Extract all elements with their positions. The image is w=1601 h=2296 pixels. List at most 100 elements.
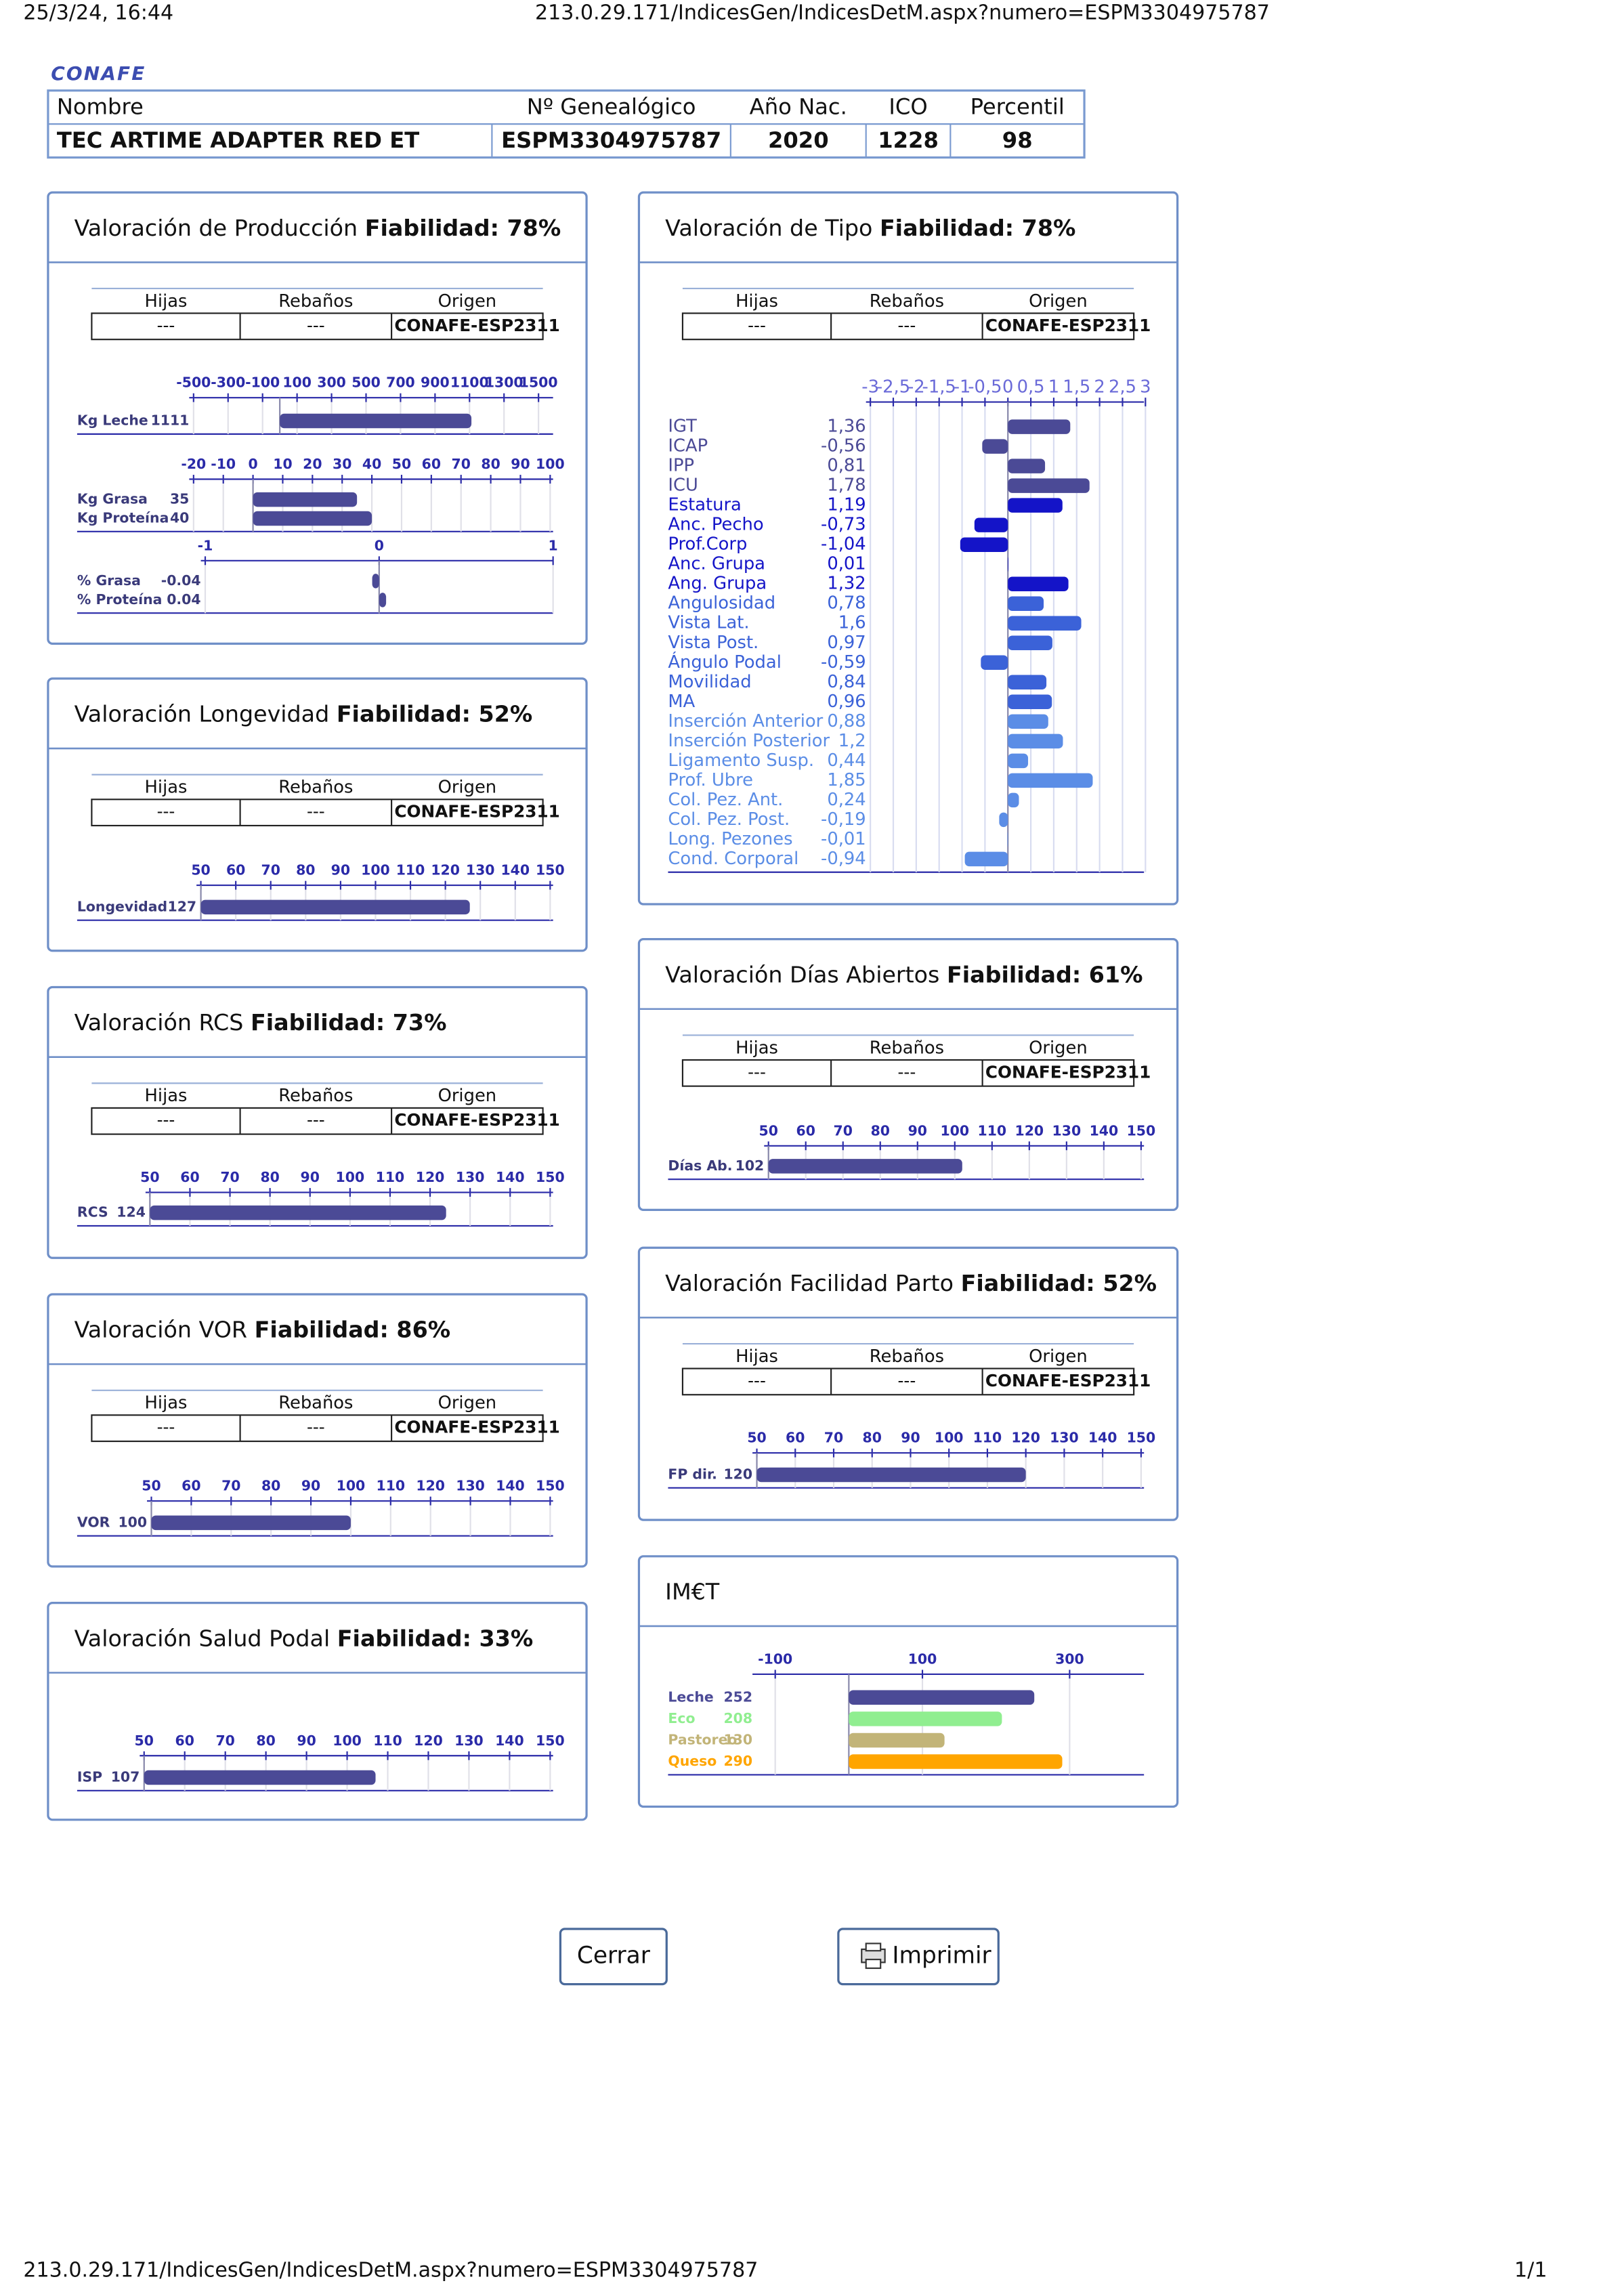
table-cell: ---: [157, 802, 175, 822]
category-label: Vista Lat.: [668, 613, 749, 633]
reliability: Fiabilidad: 52%: [961, 1269, 1157, 1296]
x-tick-label: 2,5: [1109, 377, 1136, 398]
panel-title: Valoración Facilidad Parto Fiabilidad: 5…: [665, 1269, 1157, 1296]
table-header: Rebaños: [278, 778, 353, 798]
x-tick-label: 140: [500, 862, 530, 878]
table-header: Hijas: [735, 1346, 778, 1367]
table-header: Origen: [1029, 1346, 1088, 1367]
x-tick-label: 90: [331, 862, 350, 878]
x-tick-label: 140: [496, 1478, 525, 1494]
x-tick-label: 150: [536, 1732, 565, 1749]
category-label: Prof.Corp: [668, 534, 747, 555]
x-tick-label: -100: [758, 1651, 792, 1667]
value-label: 130: [723, 1731, 752, 1747]
x-tick-label: 70: [261, 862, 280, 878]
printer-icon[interactable]: [865, 1959, 882, 1970]
category-label: Prof. Ubre: [668, 770, 753, 790]
value-label: 0,84: [827, 672, 866, 692]
table-header: Hijas: [735, 1038, 778, 1058]
table-header: Nombre: [57, 93, 144, 119]
bar: [1008, 675, 1047, 690]
table-cell: 1228: [878, 127, 939, 153]
bar: [372, 574, 379, 589]
x-tick-label: 140: [1088, 1430, 1117, 1446]
x-tick-label: -1,5: [922, 377, 956, 398]
table-header: Percentil: [970, 93, 1065, 119]
x-tick-label: 90: [511, 456, 530, 472]
bar: [1008, 596, 1044, 611]
table-header: Rebaños: [278, 1086, 353, 1106]
button-label[interactable]: Cerrar: [577, 1942, 651, 1969]
bar: [1008, 694, 1052, 710]
x-tick-label: 60: [786, 1430, 805, 1446]
x-tick-label: 50: [759, 1122, 778, 1139]
panel-title-text: Valoración Facilidad Parto: [665, 1269, 954, 1296]
value-label: 124: [116, 1204, 146, 1220]
x-tick-label: 100: [536, 456, 565, 472]
table-header: Origen: [438, 1086, 497, 1106]
value-label: 1111: [151, 412, 190, 429]
category-label: Ang. Grupa: [668, 574, 767, 594]
x-tick-label: 100: [337, 1478, 366, 1494]
category-label: Queso: [668, 1753, 717, 1769]
panel: [47, 1293, 588, 1568]
x-tick-label: 50: [747, 1430, 766, 1446]
bar: [1008, 459, 1046, 473]
x-tick-label: 50: [142, 1478, 161, 1494]
value-label: 1,2: [838, 731, 866, 751]
x-tick-label: 120: [416, 1169, 445, 1185]
bar: [1008, 753, 1029, 769]
button[interactable]: Imprimir: [837, 1928, 1000, 1986]
category-label: Estatura: [668, 495, 741, 515]
reliability: Fiabilidad: 52%: [337, 700, 532, 727]
panel-title-text: Valoración Días Abiertos: [665, 961, 939, 987]
reliability: Fiabilidad: 78%: [365, 214, 561, 240]
panel: [637, 1246, 1179, 1521]
bar: [960, 537, 1008, 552]
category-label: Angulosidad: [668, 593, 775, 614]
category-label: Movilidad: [668, 672, 751, 692]
bar: [150, 1205, 446, 1220]
reliability: Fiabilidad: 33%: [337, 1625, 533, 1651]
button-frame[interactable]: [559, 1928, 668, 1986]
bar: [981, 655, 1008, 671]
x-tick-label: 90: [908, 1122, 927, 1139]
x-tick-label: -3: [861, 377, 879, 398]
x-tick-label: 40: [362, 456, 381, 472]
x-tick-label: 20: [303, 456, 322, 472]
table-cell: TEC ARTIME ADAPTER RED ET: [57, 127, 419, 153]
x-tick-label: 70: [221, 1478, 240, 1494]
panel: [47, 677, 588, 952]
button-label[interactable]: Imprimir: [892, 1942, 991, 1969]
x-tick-label: 300: [1055, 1651, 1084, 1667]
bar: [200, 899, 470, 915]
x-tick-label: -10: [211, 456, 236, 472]
origin-table: [91, 1107, 544, 1135]
table-cell: ---: [898, 316, 916, 335]
value-label: 102: [735, 1157, 765, 1174]
category-label: FP dir.: [668, 1466, 717, 1482]
x-tick-label: 1500: [519, 375, 558, 391]
x-tick-label: 60: [226, 862, 245, 878]
x-tick-label: -500: [176, 375, 211, 391]
x-tick-label: -2: [908, 377, 925, 398]
table-cell: ---: [157, 1110, 175, 1130]
bar: [1008, 576, 1069, 591]
x-tick-label: 130: [456, 1169, 485, 1185]
x-tick-label: 100: [940, 1122, 969, 1139]
x-tick-label: 70: [824, 1430, 843, 1446]
panel-title-text: Valoración Salud Podal: [74, 1625, 330, 1651]
panel: [47, 1601, 588, 1821]
x-tick-label: 60: [175, 1732, 194, 1749]
x-tick-label: 130: [1050, 1430, 1079, 1446]
panel-title: Valoración VOR Fiabilidad: 86%: [74, 1316, 451, 1342]
x-tick-label: 500: [351, 375, 381, 391]
table-cell: ---: [307, 802, 325, 822]
category-label: Eco: [668, 1710, 695, 1726]
button[interactable]: Cerrar: [559, 1928, 668, 1986]
panel-title: IM€T: [665, 1578, 720, 1604]
bar: [1008, 498, 1063, 513]
table-header: Hijas: [735, 291, 778, 312]
x-tick-label: 100: [361, 862, 390, 878]
printer-icon[interactable]: [865, 1942, 882, 1952]
